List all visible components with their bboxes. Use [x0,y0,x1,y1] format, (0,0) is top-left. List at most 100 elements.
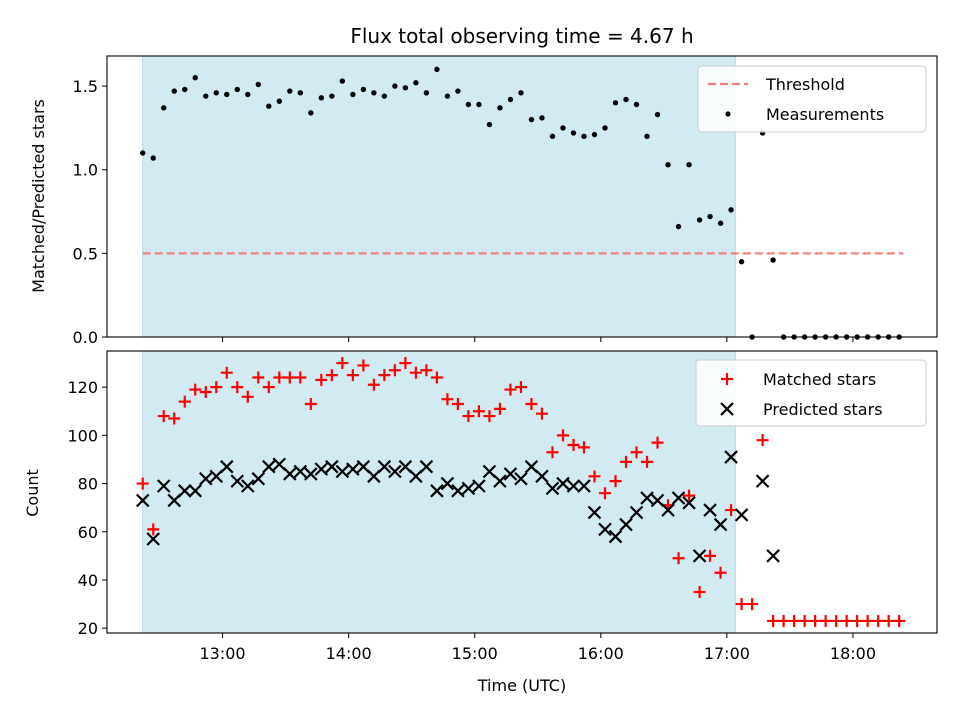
measurements-point [161,105,167,111]
measurements-point [224,91,230,98]
bottom-legend: Matched stars Predicted stars [695,359,927,427]
measurements-point [350,91,356,98]
predicted-stars-point [587,505,602,520]
matched-stars-point [168,412,181,425]
top-y-tick-label: 0.5 [73,244,98,263]
matched-stars-point [714,566,727,579]
predicted-stars-point [493,474,507,488]
matched-stars-point [252,371,265,384]
matched-stars-point [861,614,874,627]
matched-stars-point [210,381,223,394]
predicted-stars-point [682,496,696,510]
bottom-y-tick-label: 20 [78,619,98,638]
matched-stars-point [189,383,202,396]
matched-stars-point [767,614,780,627]
measurements-point [738,259,745,265]
measurements-point [213,90,219,96]
matched-stars-point [294,371,307,384]
predicted-stars-point [314,462,329,476]
predicted-stars-point [556,476,570,491]
matched-stars-point [493,402,506,415]
predicted-stars-point [640,491,654,505]
bottom-legend-box [695,359,927,427]
measurements-point [707,213,713,220]
matched-stars-point [399,357,412,370]
predicted-stars-point [713,517,728,532]
measurements-point [560,125,566,131]
measurements-point [423,90,430,96]
predicted-stars-point [430,484,444,498]
measurements-point [507,96,514,103]
matched-stars-point [588,470,601,483]
measurements-point [539,115,545,121]
legend-predicted-label: Predicted stars [763,400,883,419]
measurements-point [203,93,209,99]
measurements-point [675,223,682,230]
measurements-point [476,101,482,108]
predicted-stars-point [734,508,749,522]
measurements-point [518,90,524,96]
matched-stars-point [336,357,349,370]
measurements-point [528,116,535,123]
matched-stars-point [651,436,664,449]
matched-stars-point [147,523,160,536]
bottom-x-tick-label: 13:00 [200,644,246,663]
measurements-point [371,90,377,96]
matched-stars-point [893,614,906,627]
top-plot-frame [106,55,938,338]
matched-stars-point [220,366,233,379]
matched-stars-point [451,398,464,411]
matched-stars-point [725,504,738,517]
measurements-point [455,88,461,94]
predicted-stars-point [482,464,497,479]
predicted-stars-point [367,469,381,484]
predicted-stars-point [766,549,780,563]
predicted-stars-point [524,459,539,474]
matched-stars-point [630,446,643,459]
bottom-x-tick-label: 18:00 [830,644,876,663]
bottom-y-axis-label: Count [23,469,42,517]
matched-stars-point [136,477,149,490]
measurements-point [329,93,335,99]
measurements-point [339,78,346,84]
matched-stars-point [746,598,759,611]
measurements-point [686,162,692,168]
matched-stars-point [620,455,633,468]
predicted-stars-point [167,493,182,508]
measurements-point [413,80,419,86]
bottom-panel: 20 40 60 80 100 120 13:00 14:00 15:00 16:00 17:00 1… [23,350,938,695]
bottom-y-tick-label: 80 [78,475,98,494]
predicted-stars-point [356,459,371,474]
measurements-point [150,155,156,161]
predicted-stars-point [535,469,549,484]
predicted-stars-point [230,474,245,488]
measurements-point [770,257,776,263]
top-y-tick-label: 1.0 [73,161,98,180]
matched-stars-point [609,475,622,488]
matched-stars-point [798,614,811,627]
predicted-stars-point [692,549,707,563]
bottom-x-tick-label: 15:00 [452,644,498,663]
measurements-point [392,83,398,89]
matched-stars-point [304,398,317,411]
legend-threshold-label: Threshold [765,75,845,94]
measurements-point [402,85,409,91]
measurements-point [381,93,388,99]
matched-stars-point [882,614,895,627]
matched-stars-point [430,371,443,384]
predicted-stars-point [346,462,360,476]
predicted-stars-point [440,476,455,491]
predicted-stars-point [198,471,213,486]
predicted-stars-point [219,459,234,474]
bottom-x-tick-label: 16:00 [578,644,624,663]
predicted-stars-point [177,484,192,498]
measurements-point [308,110,314,116]
predicted-stars-point [241,479,255,493]
measurements-point [444,93,451,99]
matched-stars-point [315,373,328,386]
predicted-stars-point [451,484,465,498]
predicted-stars-point [598,522,612,537]
predicted-stars-point [335,464,350,479]
measurements-point [728,207,734,213]
measurements-point [140,150,146,156]
